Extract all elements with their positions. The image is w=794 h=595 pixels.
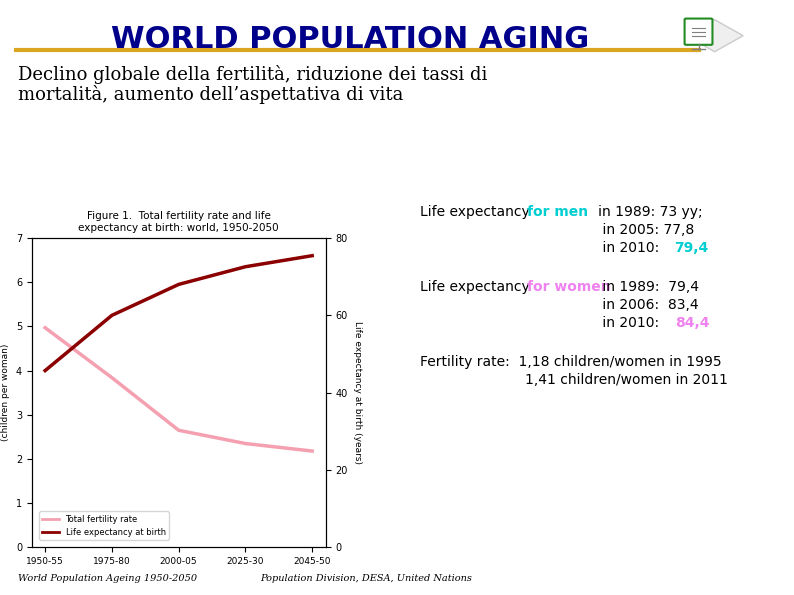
- Text: Fertility rate:  1,18 children/women in 1995: Fertility rate: 1,18 children/women in 1…: [420, 355, 722, 369]
- Text: for men: for men: [527, 205, 588, 219]
- Text: in 2005: 77,8: in 2005: 77,8: [585, 223, 694, 237]
- Text: Population Division, DESA, United Nations: Population Division, DESA, United Nation…: [260, 574, 472, 583]
- Text: in 1989: 73 yy;: in 1989: 73 yy;: [585, 205, 703, 219]
- Text: World Population Ageing 1950-2050: World Population Ageing 1950-2050: [18, 574, 197, 583]
- Text: Life expectancy: Life expectancy: [420, 205, 534, 219]
- Text: Life expectancy: Life expectancy: [420, 280, 534, 294]
- Legend: Total fertility rate, Life expectancy at birth: Total fertility rate, Life expectancy at…: [39, 511, 169, 540]
- Y-axis label: Total fertility rate
(children per woman): Total fertility rate (children per woman…: [0, 344, 10, 441]
- Text: 1,41 children/women in 2011: 1,41 children/women in 2011: [420, 373, 728, 387]
- Text: in 1989:  79,4: in 1989: 79,4: [598, 280, 699, 294]
- Text: 84,4: 84,4: [675, 316, 710, 330]
- Text: Declino globale della fertilità, riduzione dei tassi di: Declino globale della fertilità, riduzio…: [18, 65, 488, 84]
- Y-axis label: Life expectancy at birth (years): Life expectancy at birth (years): [353, 321, 361, 464]
- Text: in 2010:: in 2010:: [598, 316, 664, 330]
- Text: WORLD POPULATION AGING: WORLD POPULATION AGING: [111, 25, 589, 54]
- Text: in 2010:: in 2010:: [585, 241, 664, 255]
- Text: mortalità, aumento dell’aspettativa di vita: mortalità, aumento dell’aspettativa di v…: [18, 85, 403, 104]
- Text: 79,4: 79,4: [674, 241, 708, 255]
- Text: in 2006:  83,4: in 2006: 83,4: [598, 298, 699, 312]
- Title: Figure 1.  Total fertility rate and life
expectancy at birth: world, 1950-2050: Figure 1. Total fertility rate and life …: [79, 211, 279, 233]
- FancyBboxPatch shape: [684, 18, 712, 45]
- Polygon shape: [686, 20, 743, 52]
- Text: for women: for women: [527, 280, 611, 294]
